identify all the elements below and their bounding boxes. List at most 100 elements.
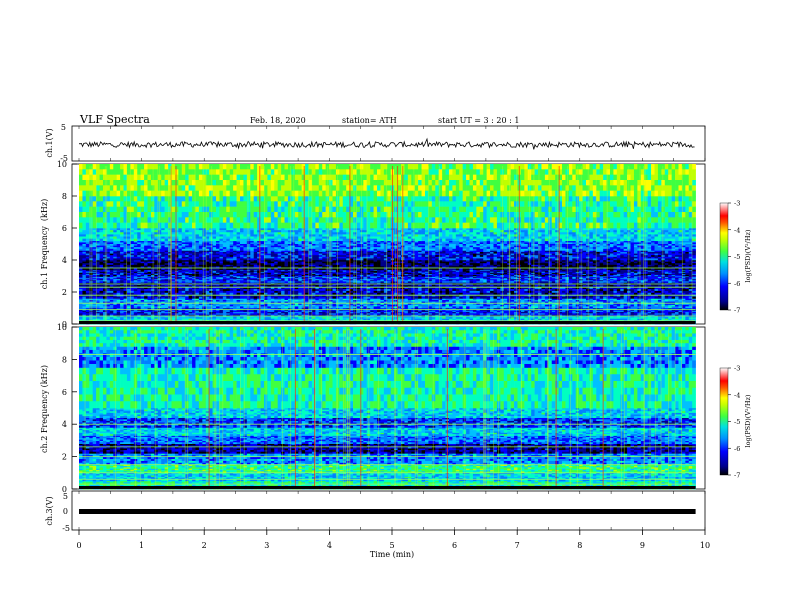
ch1-spec-cell [198, 313, 203, 315]
ch1-spec-cell [387, 310, 392, 313]
ch1-spec-cell [257, 303, 261, 306]
ch1-spec-cell [168, 312, 172, 314]
ch1-spec-cell [562, 303, 566, 306]
ch1-spec-cell [490, 308, 494, 310]
ch1-spec-cell [469, 289, 474, 292]
ch1-spec-cell [116, 289, 121, 292]
ch1-spec-cell [541, 287, 546, 290]
ch1-spec-cell [311, 309, 316, 311]
ch1-spec-cell [106, 298, 111, 301]
ch1-spec-cell [353, 312, 357, 314]
ch1-spec-cell [164, 301, 169, 304]
ch1-spec-cell [291, 292, 296, 295]
ch1-spec-cell [147, 309, 152, 311]
ch1-spec-cell [120, 292, 124, 295]
ch1-spec-cell [109, 309, 114, 311]
ch1-spec-cell [233, 306, 237, 309]
ch1-spec-cell [630, 292, 635, 295]
ch1-spec-cell [82, 298, 87, 301]
ch1-spec-cell [363, 317, 368, 319]
ch1-spec-cell [428, 314, 433, 317]
ch1-spec-cell [688, 310, 693, 313]
ch1-spec-cell [613, 287, 618, 290]
ch1-spec-cell [116, 313, 121, 315]
ch1-spec-cell [414, 310, 419, 313]
ch1-spec-cell [445, 314, 450, 317]
ch1-spec-cell [356, 289, 361, 292]
ch1-spec-cell [102, 301, 107, 304]
ch1-spec-cell [120, 289, 124, 292]
ch1-spec-cell [692, 300, 696, 302]
ch1-spec-cell [380, 308, 385, 310]
ch1-spec-cell [322, 303, 326, 306]
ch1-spec-cell [459, 301, 463, 304]
ch1-spec-cell [435, 301, 439, 304]
ch1-spec-cell [318, 308, 323, 310]
ch1-spec-cell [359, 303, 364, 306]
ch1-spec-cell [144, 304, 148, 307]
ch1-spec-cell [85, 313, 90, 315]
ch1-spec-cell [599, 289, 604, 292]
ch1-spec-cell [212, 303, 217, 306]
ch1-spec-cell [606, 318, 611, 321]
ch1-spec-cell [531, 317, 535, 319]
ch1-spec-cell [448, 301, 453, 304]
ch1-spec-cell [298, 303, 302, 306]
ch1-spec-cell [212, 309, 217, 311]
ch1-spec-cell [421, 292, 426, 295]
ch1-spec-cell [188, 298, 193, 301]
ch1-spec-cell [579, 289, 583, 292]
ch1-spec-cell [438, 300, 443, 302]
ch1-spec-cell [671, 296, 676, 299]
ch1-spec-cell [147, 303, 152, 306]
ch1-spec-cell [452, 314, 457, 317]
ch1-spec-cell [318, 313, 323, 315]
ch1-spec-cell [442, 287, 446, 290]
ch1-spec-cell [267, 314, 272, 317]
ch1-spec-cell [476, 303, 481, 306]
ch1-spec-cell [164, 310, 169, 313]
ch1-spec-cell [541, 290, 546, 294]
ch1-spec-cell [445, 317, 450, 319]
ch1-spec-cell [339, 296, 344, 299]
ch1-spec-cell [308, 318, 313, 321]
ch1-spec-cell [99, 306, 104, 309]
ch1-spec-cell [613, 317, 618, 319]
ch1-spec-cell [585, 314, 590, 317]
ch1-spec-cell [383, 300, 388, 302]
ch1-spec-cell [308, 301, 313, 304]
ch1-spec-cell [510, 318, 515, 321]
ch1-spec-cell [106, 310, 111, 313]
ch1-spec-cell [657, 292, 662, 295]
ch1-spec-cell [466, 289, 470, 292]
ch1-spec-cell [562, 313, 566, 315]
ch1-spec-cell [308, 300, 313, 302]
ch1-spec-cell [633, 318, 638, 321]
ch1-spec-cell [654, 314, 659, 317]
ch1-spec-cell [168, 317, 172, 319]
ch1-spec-cell [661, 316, 666, 318]
ch1-spec-cell [154, 301, 159, 304]
ch1-spec-cell [339, 290, 344, 294]
ch1-spec-cell [459, 308, 463, 310]
ch1-spec-cell [89, 301, 94, 304]
ch1-spec-cell [99, 318, 104, 321]
ch1-spec-cell [538, 290, 542, 294]
ch1-spec-cell [510, 300, 515, 302]
ch1-spec-cell [332, 316, 337, 318]
ch1-spec-cell [161, 313, 165, 315]
ch1-spec-cell [589, 289, 594, 292]
ch1-spec-cell [681, 287, 686, 290]
ch1-spec-cell [411, 300, 416, 302]
ch1-spec-cell [315, 313, 320, 315]
ch1-spec-cell [681, 298, 686, 301]
ch1-spec-cell [596, 309, 600, 311]
ch1-spec-cell [79, 306, 83, 309]
ch1-spec-cell [572, 300, 577, 302]
ch1-spec-cell [651, 310, 655, 313]
ch1-spec-cell [308, 289, 313, 292]
ch1-spec-cell [442, 317, 446, 319]
ch1-spec-cell [102, 308, 107, 310]
ch1-spec-cell [322, 316, 326, 318]
ch1-spec-cell [651, 304, 655, 307]
